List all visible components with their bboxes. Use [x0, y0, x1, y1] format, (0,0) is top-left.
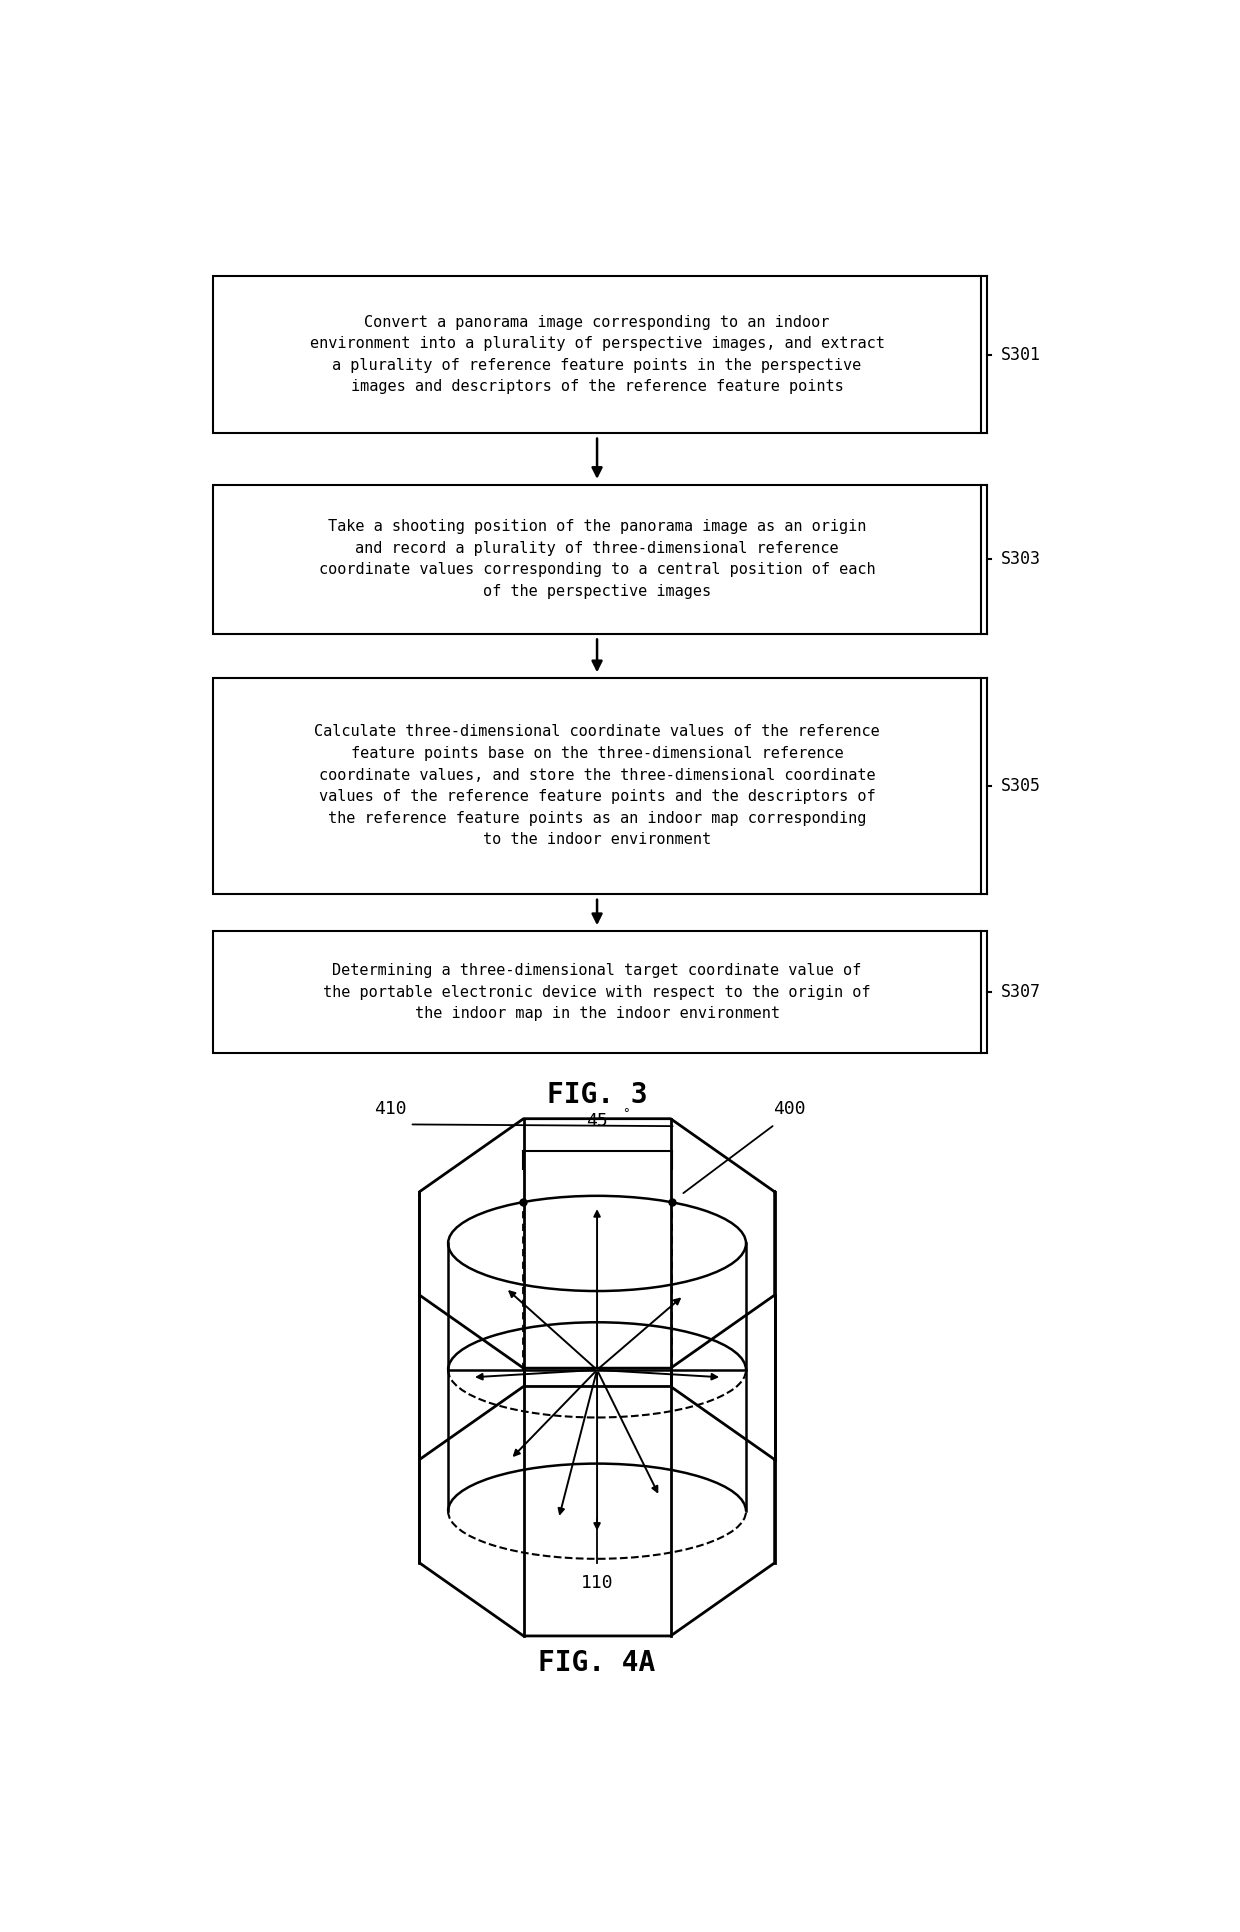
Text: Convert a panorama image corresponding to an indoor
environment into a plurality: Convert a panorama image corresponding t… — [310, 315, 884, 394]
Text: FIG. 3: FIG. 3 — [547, 1080, 647, 1109]
FancyBboxPatch shape — [213, 485, 982, 634]
Text: °: ° — [622, 1107, 630, 1121]
Text: S303: S303 — [1001, 551, 1040, 568]
FancyBboxPatch shape — [213, 276, 982, 433]
FancyBboxPatch shape — [213, 931, 982, 1053]
Text: FIG. 4A: FIG. 4A — [538, 1648, 656, 1677]
Text: S305: S305 — [1001, 777, 1040, 794]
FancyBboxPatch shape — [213, 678, 982, 895]
Text: Calculate three-dimensional coordinate values of the reference
feature points ba: Calculate three-dimensional coordinate v… — [314, 724, 880, 848]
Text: 410: 410 — [374, 1101, 407, 1119]
Text: S301: S301 — [1001, 346, 1040, 363]
Text: Determining a three-dimensional target coordinate value of
the portable electron: Determining a three-dimensional target c… — [324, 962, 870, 1022]
Text: 45: 45 — [587, 1113, 608, 1130]
Text: 110: 110 — [580, 1575, 614, 1592]
Text: Take a shooting position of the panorama image as an origin
and record a plurali: Take a shooting position of the panorama… — [319, 520, 875, 599]
Text: S307: S307 — [1001, 983, 1040, 1001]
Text: 400: 400 — [773, 1101, 806, 1119]
